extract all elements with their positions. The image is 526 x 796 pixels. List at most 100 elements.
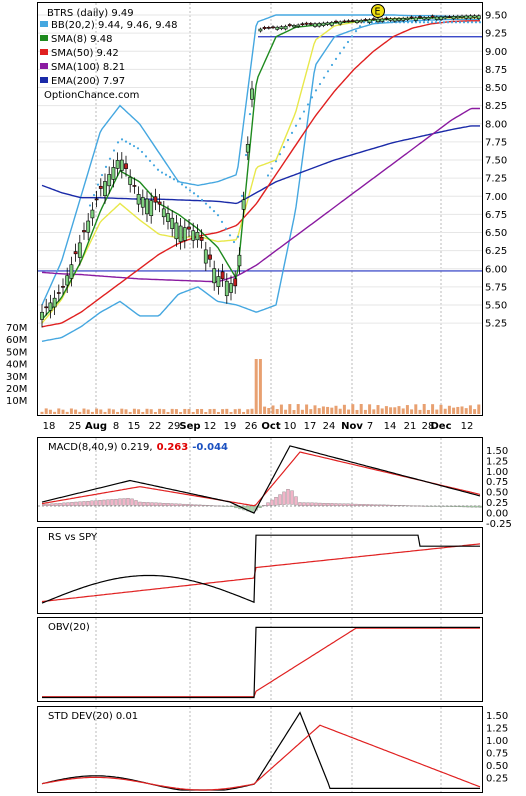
volume-bar (384, 406, 388, 414)
macd-histogram-bar (454, 505, 458, 507)
volume-bar (90, 411, 94, 414)
rs-panel-frame (37, 527, 483, 614)
sma50-line (41, 20, 480, 328)
sar-dot (390, 21, 394, 24)
sar-dot (406, 21, 410, 24)
sar-dot (100, 173, 104, 177)
candle-body (65, 275, 70, 286)
sar-dot (212, 210, 216, 213)
candle-body (296, 24, 301, 27)
candle-body (434, 16, 439, 20)
candle-body (145, 198, 149, 215)
macd-histogram-bar (94, 500, 98, 506)
macd-histogram-bar (370, 504, 374, 507)
sar-dot (200, 198, 204, 202)
volume-bar (162, 409, 166, 414)
candle-body (468, 15, 473, 19)
macd-title: MACD(8,40,9) 0.219, 0.263 -0.044 (48, 442, 228, 453)
macd-histogram-bar (354, 503, 358, 506)
candle-body (287, 24, 292, 27)
price-axis-label: 5.50 (485, 301, 507, 312)
volume-bar (426, 409, 430, 414)
candle-body (266, 27, 271, 29)
macd-histogram-bar (470, 505, 474, 508)
bb-upper-line (41, 14, 480, 306)
candle-body (178, 225, 183, 242)
volume-bar (342, 404, 346, 414)
volume-bar (275, 409, 279, 414)
price-axis-label: 9.00 (485, 47, 507, 58)
macd-histogram-bar (134, 500, 138, 506)
candle-body (409, 16, 414, 19)
sar-dot (132, 144, 136, 148)
macd-histogram-bar (342, 503, 346, 506)
x-axis-tick: 12 (461, 421, 474, 432)
macd-histogram-bar (298, 502, 302, 506)
macd-axis-label: 0.00 (486, 508, 508, 519)
sar-dot (236, 235, 240, 238)
sar-dot (196, 195, 200, 198)
volume-bar (321, 406, 325, 414)
candle-body (52, 297, 57, 308)
macd-histogram-bar (50, 503, 54, 506)
macd-histogram-bar (110, 499, 114, 506)
volume-axis-label: 70M (6, 323, 27, 334)
candle-body (342, 20, 347, 23)
sar-dot (96, 183, 100, 186)
x-axis-tick: 21 (404, 421, 417, 432)
legend-item-sma50: SMA(50) 9.42 (51, 48, 119, 59)
volume-bar (229, 411, 233, 414)
candle-body (304, 22, 309, 25)
earnings-marker: E (371, 4, 385, 18)
candle-body (203, 249, 208, 264)
candle-body (77, 242, 82, 258)
candle-body (132, 185, 137, 187)
sar-dot (136, 147, 140, 150)
volume-bar (393, 407, 397, 414)
candle-body (56, 292, 61, 294)
volume-bar (153, 411, 157, 414)
macd-histogram-bar (194, 504, 198, 507)
sar-dot (314, 89, 318, 92)
volume-bar (216, 411, 220, 414)
sar-dot (306, 103, 310, 106)
volume-bar (61, 409, 65, 414)
volume-bar (86, 409, 90, 414)
volume-bar (99, 409, 103, 414)
legend-swatch-bb (40, 21, 48, 27)
candle-body (447, 16, 452, 18)
volume-bar (305, 404, 309, 414)
candle-body (443, 16, 448, 19)
candle-body (422, 17, 427, 20)
candle-body (245, 144, 250, 153)
candle-body (94, 198, 99, 201)
candle-body (329, 22, 334, 26)
sar-dot (462, 21, 466, 24)
macd-histogram-bar (54, 503, 58, 506)
macd-histogram-bar (226, 505, 230, 507)
macd-histogram-bar (218, 505, 222, 507)
sar-dot (248, 112, 252, 116)
macd-histogram-bar (58, 503, 62, 506)
std-axis-label: 1.25 (486, 724, 508, 735)
std-axis-label: 0.25 (486, 774, 508, 785)
x-axis-tick: Oct (261, 421, 280, 432)
candle-body (191, 230, 196, 241)
sar-dot (318, 82, 322, 86)
sar-dot (442, 21, 446, 24)
volume-bar (439, 404, 443, 414)
sar-dot (160, 171, 164, 174)
macd-histogram-bar (258, 505, 262, 508)
candle-body (136, 194, 141, 205)
volume-axis-label: 40M (6, 360, 27, 371)
sar-dot (116, 141, 120, 144)
macd-axis-label: 1.25 (486, 456, 508, 467)
candle-body (279, 26, 284, 30)
candle-body (229, 283, 233, 293)
candle-body (472, 15, 477, 18)
sar-dot (430, 21, 434, 24)
x-axis-tick: 12 (204, 421, 217, 432)
volume-axis-label: 50M (6, 347, 27, 358)
sar-dot (228, 234, 232, 237)
volume-bar (250, 408, 254, 414)
